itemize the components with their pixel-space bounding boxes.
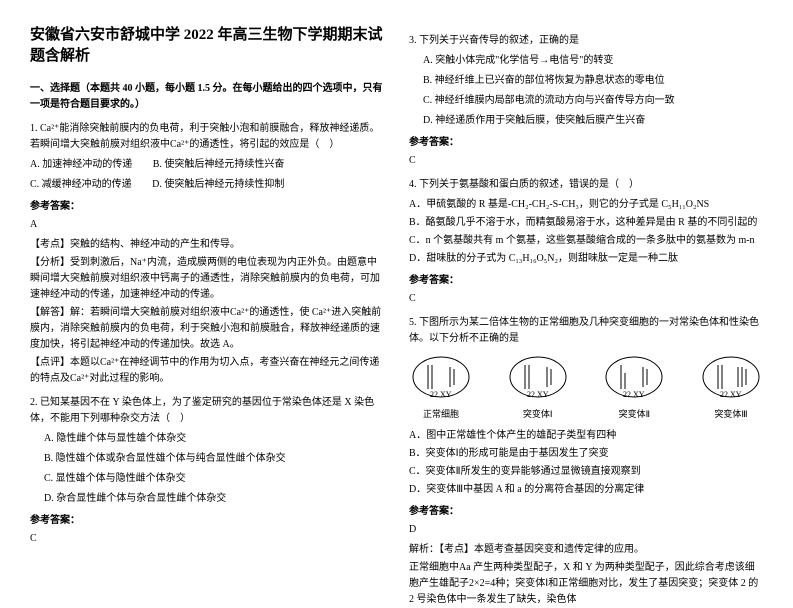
q3-opt-b: B. 神经纤维上已兴奋的部位将恢复为静息状态的零电位: [423, 73, 763, 89]
q1-answer: A: [30, 217, 384, 233]
q1-stem: 1. Ca²⁺能消除突触前膜内的负电荷，利于突触小泡和前膜融合，释放神经递质。若…: [30, 121, 384, 153]
cell-normal-svg: 22 XY: [410, 353, 472, 401]
svg-text:22 XY: 22 XY: [430, 390, 452, 399]
cell-mut3-label: 突变体Ⅲ: [699, 407, 763, 421]
q5-stem: 5. 下图所示为某二倍体生物的正常细胞及几种突变细胞的一对常染色体和性染色体。以…: [409, 315, 763, 347]
q1-opt-d: D. 使突触后神经元持续性抑制: [152, 177, 284, 193]
q5-explain2: 正常细胞中Aa 产生两种类型配子，X 和 Y 为两种类型配子，因此综合考虑该细胞…: [409, 560, 763, 608]
q2-answer-label: 参考答案：: [30, 513, 384, 529]
q1-opt-b: B. 使突触后神经元持续性兴奋: [153, 157, 285, 173]
q4-answer-label: 参考答案：: [409, 273, 763, 289]
q1-answer-label: 参考答案：: [30, 199, 384, 215]
q2-answer: C: [30, 531, 384, 547]
exam-title: 安徽省六安市舒城中学 2022 年高三生物下学期期末试题含解析: [30, 25, 384, 67]
cell-mut2-svg: 22 XY: [603, 353, 665, 401]
cell-mut3: 22 XY 突变体Ⅲ: [699, 353, 763, 422]
q2-opt-b: B. 隐性雄个体或杂合显性雄个体与纯合显性雌个体杂交: [44, 451, 384, 467]
svg-text:22 XY: 22 XY: [623, 390, 645, 399]
q4-opt-c: C．n 个氨基酸共有 m 个氨基，这些氨基酸缩合成的一条多肽中的氨基数为 m-n: [409, 233, 763, 249]
q1-explain: 【解答】解：若瞬间增大突触前膜对组织液中Ca²⁺的通透性，使 Ca²⁺进入突触前…: [30, 305, 384, 353]
q1-opt-a: A. 加速神经冲动的传递: [30, 157, 132, 173]
cell-normal-label: 正常细胞: [409, 407, 473, 421]
q5-answer: D: [409, 522, 763, 538]
q1-keypoint: 【考点】突触的结构、神经冲动的产生和传导。: [30, 237, 384, 253]
q5-opt-b: B．突变体Ⅰ的形成可能是由于基因发生了突变: [409, 446, 763, 462]
q2-opt-a: A. 隐性雌个体与显性雄个体杂交: [44, 431, 384, 447]
q4-opt-b: B．酪氨酸几乎不溶于水，而精氨酸易溶于水，这种差异是由 R 基的不同引起的: [409, 215, 763, 231]
q5-diagram: 22 XY 正常细胞 22 XY 突变体Ⅰ 22 XY 突变体Ⅱ: [409, 353, 763, 422]
svg-text:22 XY: 22 XY: [527, 390, 549, 399]
cell-mut2: 22 XY 突变体Ⅱ: [602, 353, 666, 422]
q2-opt-d: D. 杂合显性雌个体与杂合显性雌个体杂交: [44, 491, 384, 507]
q3-stem: 3. 下列关于兴奋传导的叙述，正确的是: [409, 33, 763, 49]
q1-opts-ab: A. 加速神经冲动的传递 B. 使突触后神经元持续性兴奋: [30, 157, 384, 173]
q5-answer-label: 参考答案：: [409, 504, 763, 520]
q3-opt-a: A. 突触小体完成"化学信号→电信号"的转变: [423, 53, 763, 69]
cell-mut2-label: 突变体Ⅱ: [602, 407, 666, 421]
q3-opt-c: C. 神经纤维膜内局部电流的流动方向与兴奋传导方向一致: [423, 93, 763, 109]
q5-opt-c: C．突变体Ⅱ所发生的变异能够通过显微镜直接观察到: [409, 464, 763, 480]
q3-answer-label: 参考答案：: [409, 135, 763, 151]
q5-explain1: 解析：【考点】本题考查基因突变和遗传定律的应用。: [409, 542, 763, 558]
q4-stem: 4. 下列关于氨基酸和蛋白质的叙述，错误的是（ ）: [409, 177, 763, 193]
q5-opt-a: A．图中正常雄性个体产生的雄配子类型有四种: [409, 428, 763, 444]
q4-opt-d: D．甜味肽的分子式为 C₁₃H₁₆O₅N₂，则甜味肽一定是一种二肽: [409, 251, 763, 267]
q1-comment: 【点评】本题以Ca²⁺在神经调节中的作用为切入点，考查兴奋在神经元之间传递的特点…: [30, 355, 384, 387]
q2-stem: 2. 已知某基因不在 Y 染色体上，为了鉴定研究的基因位于常染色体还是 X 染色…: [30, 395, 384, 427]
q1-opt-c: C. 减缓神经冲动的传递: [30, 177, 132, 193]
q4-opt-a: A．甲硫氨酸的 R 基是-CH₂-CH₂-S-CH₃，则它的分子式是 C₅H₁₁…: [409, 197, 763, 213]
cell-normal: 22 XY 正常细胞: [409, 353, 473, 422]
left-column: 安徽省六安市舒城中学 2022 年高三生物下学期期末试题含解析 一、选择题（本题…: [30, 25, 384, 536]
svg-text:22 XY: 22 XY: [720, 390, 742, 399]
right-column: 3. 下列关于兴奋传导的叙述，正确的是 A. 突触小体完成"化学信号→电信号"的…: [409, 25, 763, 536]
q3-answer: C: [409, 153, 763, 169]
q5-opt-d: D．突变体Ⅲ中基因 A 和 a 的分离符合基因的分离定律: [409, 482, 763, 498]
cell-mut1-label: 突变体Ⅰ: [506, 407, 570, 421]
cell-mut1-svg: 22 XY: [507, 353, 569, 401]
cell-mut1: 22 XY 突变体Ⅰ: [506, 353, 570, 422]
q4-answer: C: [409, 291, 763, 307]
q1-analyse: 【分析】受到刺激后，Na⁺内流，造成膜两侧的电位表现为内正外负。由题意中瞬间增大…: [30, 255, 384, 303]
q3-opt-d: D. 神经递质作用于突触后膜，使突触后膜产生兴奋: [423, 113, 763, 129]
section-header: 一、选择题（本题共 40 小题，每小题 1.5 分。在每小题给出的四个选项中，只…: [30, 81, 384, 113]
q2-opt-c: C. 显性雄个体与隐性雌个体杂交: [44, 471, 384, 487]
q1-opts-cd: C. 减缓神经冲动的传递 D. 使突触后神经元持续性抑制: [30, 177, 384, 193]
cell-mut3-svg: 22 XY: [700, 353, 762, 401]
